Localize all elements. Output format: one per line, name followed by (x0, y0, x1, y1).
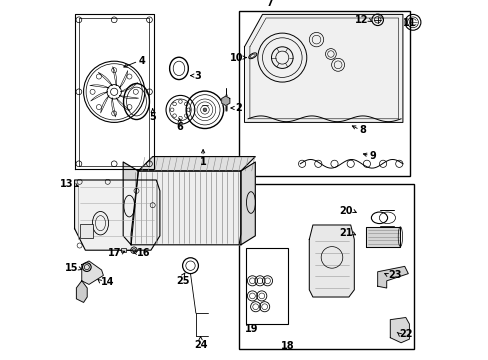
Bar (239, 11, 409, 176)
Bar (246, 248, 287, 324)
Text: 8: 8 (359, 125, 366, 135)
Text: 4: 4 (138, 56, 145, 66)
Text: 25: 25 (176, 276, 189, 287)
Polygon shape (138, 157, 255, 171)
Polygon shape (75, 180, 160, 250)
Text: 10: 10 (229, 53, 243, 63)
Text: 7: 7 (266, 0, 272, 8)
Text: 3: 3 (194, 71, 201, 81)
Polygon shape (81, 261, 103, 284)
Bar (239, 184, 413, 349)
Polygon shape (221, 96, 229, 105)
Text: 13: 13 (60, 179, 73, 189)
Text: 19: 19 (244, 324, 258, 334)
Text: 12: 12 (354, 15, 368, 25)
Text: 11: 11 (403, 18, 416, 28)
Text: 23: 23 (387, 270, 401, 280)
Polygon shape (366, 227, 400, 247)
Polygon shape (389, 318, 408, 343)
Text: 2: 2 (234, 103, 241, 113)
Polygon shape (75, 14, 153, 169)
Bar (121, 248, 126, 252)
Text: 15: 15 (64, 263, 78, 273)
Text: 22: 22 (399, 329, 412, 339)
Text: 14: 14 (101, 276, 114, 287)
Text: 16: 16 (136, 248, 150, 258)
Text: 21: 21 (338, 228, 352, 238)
Text: 5: 5 (149, 112, 156, 122)
Polygon shape (244, 14, 402, 122)
Polygon shape (76, 281, 87, 302)
Polygon shape (123, 162, 138, 245)
Polygon shape (241, 162, 255, 245)
Text: 17: 17 (107, 248, 121, 258)
Bar (80, 224, 93, 238)
Text: 6: 6 (176, 122, 183, 132)
Polygon shape (377, 266, 407, 288)
Polygon shape (309, 225, 354, 297)
Text: 18: 18 (280, 341, 294, 351)
Text: 24: 24 (193, 340, 207, 350)
Text: 9: 9 (369, 150, 376, 161)
Circle shape (203, 108, 206, 112)
Polygon shape (131, 171, 241, 245)
Text: 1: 1 (199, 157, 206, 167)
Text: 20: 20 (338, 206, 352, 216)
